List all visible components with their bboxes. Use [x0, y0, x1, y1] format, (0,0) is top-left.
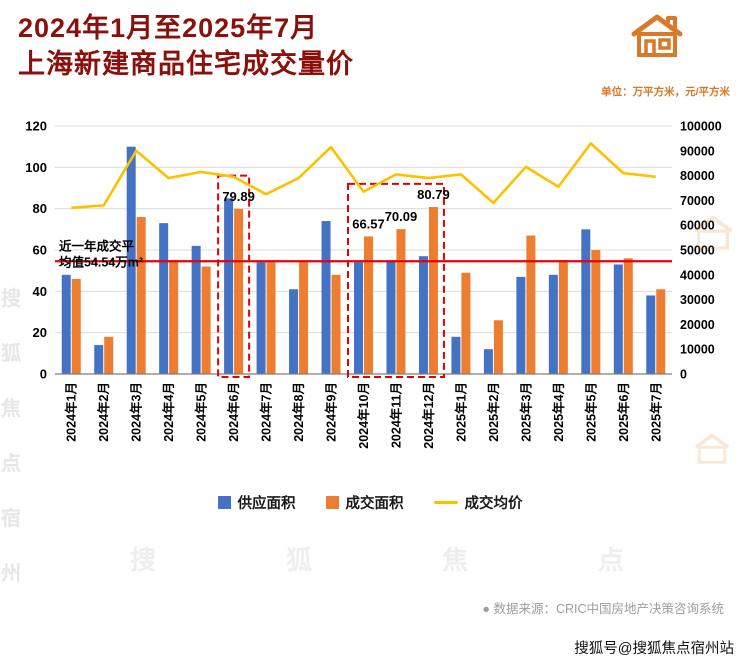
watermark-glyph: 点 [598, 545, 625, 575]
svg-text:2025年2月: 2025年2月 [486, 382, 501, 442]
svg-text:79.89: 79.89 [222, 189, 255, 204]
chart-svg: 0 20 40 60 80 100 120 0 10000 20000 30000 40000 5000… [25, 119, 722, 449]
svg-text:2025年7月: 2025年7月 [648, 382, 663, 442]
svg-text:2025年4月: 2025年4月 [551, 382, 566, 442]
svg-text:10000: 10000 [680, 343, 715, 357]
svg-text:2025年1月: 2025年1月 [453, 382, 468, 442]
house-icon [626, 10, 688, 65]
watermark-glyph: 点 [1, 453, 21, 475]
svg-text:2024年1月: 2024年1月 [64, 382, 79, 442]
watermark-glyph: 州 [1, 563, 21, 585]
legend-label-supply-area: 供应面积 [237, 496, 296, 512]
watermark-glyph: 搜 [1, 288, 21, 310]
svg-text:2024年5月: 2024年5月 [194, 382, 209, 442]
svg-text:2025年3月: 2025年3月 [518, 382, 533, 442]
svg-text:20: 20 [33, 325, 47, 340]
avg-price-line-swatch-icon [433, 500, 458, 505]
svg-text:2024年2月: 2024年2月 [96, 382, 111, 442]
svg-text:0: 0 [40, 367, 47, 382]
svg-text:40000: 40000 [680, 268, 715, 282]
svg-text:2024年6月: 2024年6月 [226, 382, 241, 442]
left-watermark: 搜狐焦点宿州 [1, 282, 21, 586]
svg-text:30000: 30000 [680, 293, 715, 307]
watermark-glyph: 焦 [442, 545, 469, 575]
watermark-glyph: 狐 [1, 343, 21, 365]
svg-text:90000: 90000 [680, 144, 715, 158]
svg-text:0: 0 [680, 368, 687, 382]
deal-area-swatch-icon [325, 496, 339, 509]
watermark-glyph: 搜 [130, 545, 157, 575]
svg-text:2025年6月: 2025年6月 [616, 382, 631, 442]
svg-text:2024年4月: 2024年4月 [161, 382, 176, 442]
watermark-glyph: 狐 [286, 545, 313, 575]
svg-text:50000: 50000 [680, 244, 715, 258]
svg-text:80000: 80000 [680, 169, 715, 183]
watermark-glyph: 焦 [1, 398, 21, 420]
svg-text:2024年3月: 2024年3月 [129, 382, 144, 442]
watermark-glyph: 宿 [1, 508, 21, 530]
svg-text:2024年12月: 2024年12月 [421, 382, 436, 449]
svg-text:2024年8月: 2024年8月 [291, 382, 306, 442]
svg-text:70000: 70000 [680, 194, 715, 208]
sohu-watermark: 搜狐号@搜狐焦点宿州站 [574, 641, 734, 657]
units-note: 单位：万平方米，元/平方米 [601, 86, 730, 98]
chart: 0 20 40 60 80 100 120 0 10000 20000 30000 40000 5000… [0, 112, 740, 489]
house-watermark-icon [690, 430, 734, 471]
title-line-1: 2024年1月至2025年7月 [18, 13, 319, 43]
svg-text:均值54.54万m²: 均值54.54万m² [59, 254, 143, 269]
svg-text:66.57: 66.57 [352, 216, 385, 231]
svg-text:20000: 20000 [680, 318, 715, 332]
svg-text:2024年11月: 2024年11月 [388, 382, 403, 448]
svg-text:70.09: 70.09 [385, 209, 418, 224]
svg-text:80.79: 80.79 [417, 187, 450, 202]
page-title: 2024年1月至2025年7月 上海新建商品住宅成交量价 [18, 10, 354, 83]
svg-text:100: 100 [25, 160, 47, 175]
svg-text:80: 80 [33, 201, 47, 216]
supply-area-swatch-icon [217, 496, 231, 509]
house-watermark-icon [688, 212, 738, 257]
svg-text:40: 40 [33, 284, 47, 299]
title-line-2: 上海新建商品住宅成交量价 [18, 49, 354, 80]
legend-item-supply-area: 供应面积 [217, 492, 296, 513]
bottom-watermark: 搜狐焦点 [130, 540, 624, 577]
svg-text:60000: 60000 [680, 219, 715, 233]
data-source-text: 数据来源：CRIC中国房地产决策咨询系统 [493, 602, 724, 616]
svg-text:2025年5月: 2025年5月 [583, 382, 598, 442]
legend-item-avg-price: 成交均价 [433, 492, 523, 513]
svg-text:2024年9月: 2024年9月 [324, 382, 339, 442]
svg-text:100000: 100000 [680, 120, 722, 134]
legend-item-deal-area: 成交面积 [325, 492, 404, 513]
data-source: ● 数据来源：CRIC中国房地产决策咨询系统 [482, 598, 724, 617]
chart-legend: 供应面积 成交面积 成交均价 [0, 492, 740, 513]
svg-text:60: 60 [33, 243, 47, 258]
bullet-icon: ● [482, 602, 490, 616]
legend-label-avg-price: 成交均价 [464, 496, 523, 512]
svg-text:120: 120 [25, 119, 47, 134]
svg-text:2024年7月: 2024年7月 [259, 382, 274, 442]
svg-text:近一年成交平: 近一年成交平 [59, 238, 135, 253]
legend-label-deal-area: 成交面积 [345, 496, 404, 512]
svg-text:2024年10月: 2024年10月 [356, 382, 371, 449]
